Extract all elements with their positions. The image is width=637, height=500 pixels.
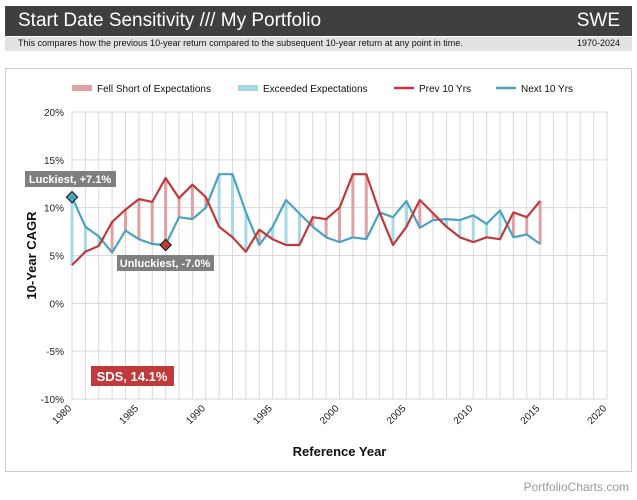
luckiest-callout: Luckiest, +7.1% [25,171,116,204]
page-title: Start Date Sensitivity /// My Portfolio [18,10,322,31]
title-bar: Start Date Sensitivity /// My Portfolio … [5,6,632,36]
unluckiest-label-bg [117,255,214,271]
y-tick-label: 10% [44,204,64,215]
sds-badge-bg [91,366,174,386]
portfolio-code: SWE [576,10,620,31]
next-10-yrs-line [70,173,541,254]
x-tick-label: 2000 [318,403,342,427]
luckiest-label: Luckiest, +7.1% [29,174,111,186]
x-tick-label: 2010 [452,403,476,427]
legend-fell-short: Fell Short of Expectations [72,84,211,95]
x-tick-label: 2020 [586,403,610,427]
y-tick-label: 20% [44,108,64,119]
x-tick-label: 1985 [117,403,141,427]
legend-label: Exceeded Expectations [263,84,368,95]
x-axis-title: Reference Year [293,444,387,459]
x-tick-label: 1990 [184,403,208,427]
sds-label: SDS, 14.1% [97,369,168,384]
x-tick-label: 2005 [385,403,409,427]
chart-description: This compares how the previous 10-year r… [18,38,463,48]
description-bar: This compares how the previous 10-year r… [5,37,632,51]
y-tick-label: -5% [46,347,64,358]
prev-10-yrs-line [71,173,541,266]
y-tick-label: 15% [44,156,64,167]
y-tick-label: 5% [50,252,65,263]
legend-label: Fell Short of Expectations [97,84,211,95]
legend-next-10-yrs: Next 10 Yrs [496,84,573,95]
sds-badge: SDS, 14.1% [91,366,174,386]
y-axis-title: 10-Year CAGR [24,211,39,300]
unluckiest-label: Unluckiest, -7.0% [120,258,211,270]
y-tick-label: -10% [41,395,64,406]
unluckiest-marker [159,238,172,252]
date-range: 1970-2024 [576,38,620,48]
luckiest-label-bg [25,171,116,187]
legend-prev-10-yrs: Prev 10 Yrs [394,84,471,95]
x-tick-label: 2015 [519,403,543,427]
y-tick-label: 0% [50,299,65,310]
footer-site: PortfolioCharts.com [523,480,629,494]
x-tick-label: 1995 [251,403,275,427]
chart-frame [5,68,632,472]
grid-layer [71,111,608,400]
unluckiest-callout: Unluckiest, -7.0% [117,238,214,271]
annotations: Luckiest, +7.1% Unluckiest, -7.0% SDS, 14.… [25,171,214,386]
legend-label: Next 10 Yrs [521,84,573,95]
x-tick-label: 1980 [51,403,75,427]
legend-exceeded: Exceeded Expectations [238,84,368,95]
legend: Fell Short of Expectations Exceeded Expec… [72,84,573,95]
luckiest-marker [65,190,79,204]
line-layer [70,173,541,266]
legend-label: Prev 10 Yrs [419,84,471,95]
